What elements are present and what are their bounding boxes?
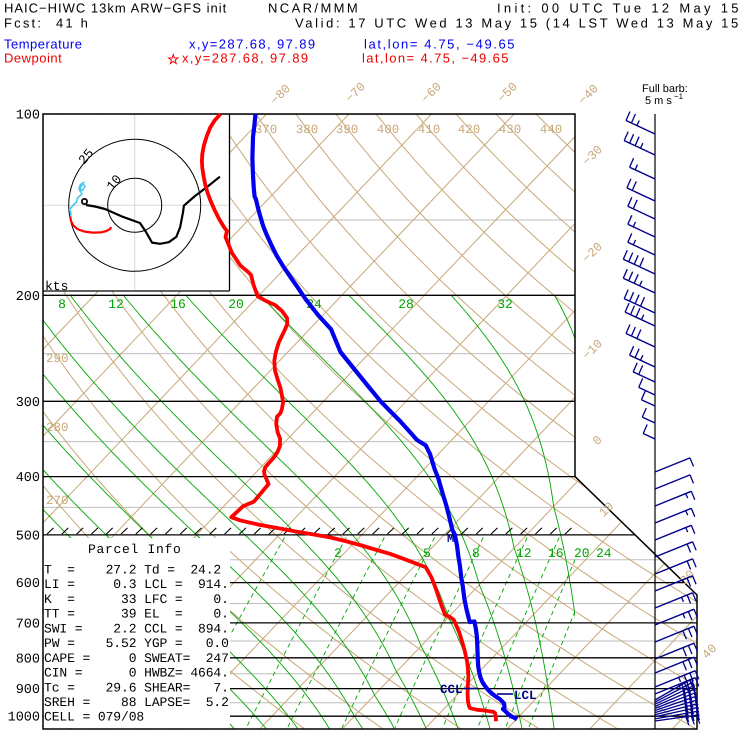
svg-text:CCL: CCL xyxy=(440,683,463,697)
svg-text:Valid: 17 UTC Wed 13 May 15 (1: Valid: 17 UTC Wed 13 May 15 (14 LST Wed … xyxy=(295,16,740,31)
svg-text:SREH = 88 LAPSE= 5.2: SREH = 88 LAPSE= 5.2 xyxy=(44,695,229,710)
svg-text:430: 430 xyxy=(499,123,522,137)
svg-text:900: 900 xyxy=(16,683,40,698)
svg-text:SWI = 2.2 CCL = 894.: SWI = 2.2 CCL = 894. xyxy=(44,621,229,636)
svg-text:12: 12 xyxy=(516,546,532,561)
svg-text:290: 290 xyxy=(46,352,69,366)
svg-text:28: 28 xyxy=(398,297,414,312)
svg-text:370: 370 xyxy=(255,123,278,137)
svg-text:380: 380 xyxy=(296,123,319,137)
svg-text:K = 33 LFC = 0.: K = 33 LFC = 0. xyxy=(44,592,229,607)
svg-text:400: 400 xyxy=(377,123,400,137)
svg-text:16: 16 xyxy=(548,546,564,561)
svg-text:20: 20 xyxy=(228,297,244,312)
svg-text:100: 100 xyxy=(16,109,40,124)
svg-text:Temperature: Temperature xyxy=(4,37,82,52)
svg-text:PW = 5.52 YGP = 0.0: PW = 5.52 YGP = 0.0 xyxy=(44,636,229,651)
svg-text:Full barb:: Full barb: xyxy=(642,83,688,95)
svg-text:410: 410 xyxy=(418,123,441,137)
svg-text:Init: 00 UTC Tue 12 May 15: Init: 00 UTC Tue 12 May 15 xyxy=(497,1,740,16)
svg-text:Parcel Info: Parcel Info xyxy=(88,542,182,557)
svg-text:5: 5 xyxy=(423,546,431,561)
svg-text:Tc = 29.6 SHEAR= 7.: Tc = 29.6 SHEAR= 7. xyxy=(44,680,229,695)
svg-text:CAPE = 0 SWEAT= 247: CAPE = 0 SWEAT= 247 xyxy=(44,651,229,666)
svg-text:280: 280 xyxy=(46,421,69,435)
svg-text:CIN = 0 HWBZ= 4664.: CIN = 0 HWBZ= 4664. xyxy=(44,666,229,681)
svg-text:700: 700 xyxy=(16,617,40,632)
svg-text:800: 800 xyxy=(16,652,40,667)
svg-text:16: 16 xyxy=(170,297,186,312)
svg-text:440: 440 xyxy=(540,123,563,137)
svg-text:HAIC−HIWC 13km ARW−GFS init: HAIC−HIWC 13km ARW−GFS init xyxy=(4,1,227,16)
svg-text:41 h: 41 h xyxy=(56,16,90,31)
svg-text:32: 32 xyxy=(497,297,513,312)
svg-text:Fcst:: Fcst: xyxy=(4,16,43,31)
svg-text:−1: −1 xyxy=(674,92,684,101)
svg-text:2: 2 xyxy=(334,546,342,561)
svg-text:200: 200 xyxy=(16,290,40,305)
svg-text:20: 20 xyxy=(574,546,590,561)
svg-text:300: 300 xyxy=(16,396,40,411)
svg-text:kts: kts xyxy=(45,279,68,294)
svg-text:420: 420 xyxy=(458,123,481,137)
svg-text:1000: 1000 xyxy=(8,711,40,726)
svg-text:CELL = 079/08: CELL = 079/08 xyxy=(44,710,144,725)
svg-text:8: 8 xyxy=(58,297,66,312)
svg-text:LI = 0.3 LCL = 914.: LI = 0.3 LCL = 914. xyxy=(44,577,229,592)
svg-text:T = 27.2 Td = 24.2: T = 27.2 Td = 24.2 xyxy=(44,563,221,578)
svg-text:390: 390 xyxy=(336,123,359,137)
svg-text:TT = 39 EL = 0.: TT = 39 EL = 0. xyxy=(44,607,229,622)
svg-text:x,y=287.68, 97.89: x,y=287.68, 97.89 xyxy=(189,37,317,52)
svg-text:24: 24 xyxy=(596,546,612,561)
svg-text:500: 500 xyxy=(16,529,40,544)
svg-text:lat,lon= 4.75, −49.65: lat,lon= 4.75, −49.65 xyxy=(362,51,510,66)
svg-text:lat,lon= 4.75, −49.65: lat,lon= 4.75, −49.65 xyxy=(364,37,516,52)
svg-text:x,y=287.68, 97.89: x,y=287.68, 97.89 xyxy=(182,51,310,66)
svg-text:NCAR/MMM: NCAR/MMM xyxy=(268,1,360,16)
svg-text:LCL: LCL xyxy=(514,689,537,703)
svg-text:400: 400 xyxy=(16,471,40,486)
svg-text:Dewpoint: Dewpoint xyxy=(4,51,62,66)
svg-text:12: 12 xyxy=(108,297,124,312)
svg-text:8: 8 xyxy=(472,546,480,561)
svg-text:270: 270 xyxy=(46,494,69,508)
svg-text:600: 600 xyxy=(16,577,40,592)
svg-text:☆: ☆ xyxy=(167,51,180,67)
svg-text:5 m s: 5 m s xyxy=(645,95,672,107)
svg-text:M: M xyxy=(447,532,454,546)
